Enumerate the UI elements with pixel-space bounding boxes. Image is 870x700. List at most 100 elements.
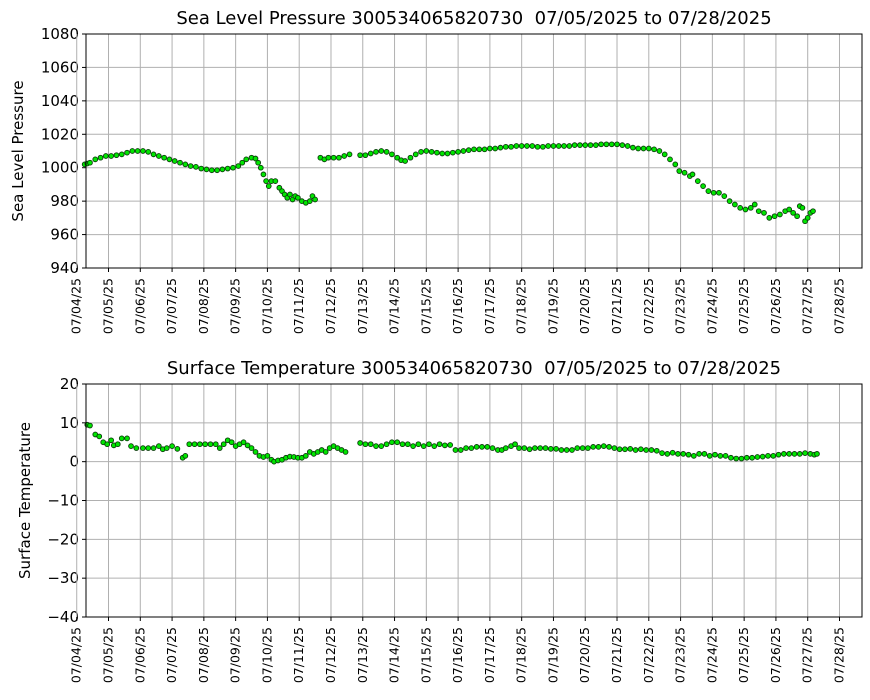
data-point (508, 143, 514, 150)
data-point (287, 191, 293, 198)
data-point (659, 450, 665, 456)
series-1 (84, 421, 820, 465)
data-point (407, 154, 414, 161)
data-point (239, 159, 246, 166)
data-point (781, 451, 787, 457)
data-point (635, 145, 642, 152)
x-tick-label: 07/21/25 (609, 627, 624, 683)
x-tick-label: 07/11/25 (291, 278, 306, 334)
x-tick-label: 07/07/25 (164, 627, 179, 683)
x-tick-label: 07/07/25 (164, 278, 179, 334)
x-tick-label: 07/26/25 (768, 627, 783, 683)
data-point (150, 151, 157, 158)
data-point (518, 143, 525, 149)
x-tick-label: 07/24/25 (704, 278, 719, 334)
data-point (203, 166, 210, 173)
data-point (672, 161, 679, 168)
data-point (791, 451, 798, 457)
data-point (118, 435, 125, 442)
x-tick-label: 07/28/25 (831, 278, 846, 334)
data-point (399, 441, 406, 448)
data-point (208, 167, 215, 174)
data-point (219, 166, 226, 173)
data-point (532, 445, 538, 451)
data-point (608, 141, 615, 148)
data-point (342, 449, 349, 455)
y-tick-label: 1000 (41, 159, 79, 177)
data-point (169, 443, 175, 449)
data-point (216, 445, 223, 451)
x-tick-label: 07/19/25 (545, 278, 560, 334)
data-point (198, 165, 205, 172)
data-point (193, 164, 199, 170)
y-tick-label: 20 (60, 375, 79, 393)
data-point (648, 447, 655, 453)
x-tick-label: 07/08/25 (196, 627, 211, 683)
x-tick-label: 07/23/25 (673, 627, 688, 683)
data-point (87, 422, 93, 429)
data-point (742, 206, 749, 213)
data-point (418, 148, 424, 155)
data-point (145, 445, 152, 451)
data-point (558, 447, 565, 453)
data-point (600, 443, 607, 449)
data-point (468, 445, 475, 451)
data-point (765, 452, 771, 459)
data-point (410, 443, 416, 449)
data-point (108, 153, 115, 159)
data-point (728, 454, 734, 461)
data-point (322, 449, 329, 455)
data-point (252, 449, 259, 455)
x-tick-label: 07/10/25 (259, 278, 274, 334)
x-tick-label: 07/18/25 (514, 627, 529, 683)
data-point (770, 452, 777, 459)
data-point (804, 215, 811, 221)
data-point (689, 171, 696, 178)
data-point (513, 143, 520, 149)
data-point (479, 444, 485, 450)
data-point (378, 148, 385, 154)
data-point (155, 153, 162, 159)
data-point (420, 443, 427, 449)
data-point (265, 183, 272, 189)
data-point (540, 143, 546, 150)
x-tick-label: 07/06/25 (132, 278, 147, 334)
data-point (295, 194, 301, 201)
x-tick-label: 07/13/25 (355, 627, 370, 683)
data-point (810, 208, 816, 215)
x-tick-label: 07/12/25 (323, 627, 338, 683)
data-point (186, 441, 193, 448)
data-point (124, 149, 130, 156)
data-point (632, 447, 639, 453)
data-point (786, 451, 793, 457)
data-point (777, 211, 783, 218)
data-point (582, 142, 589, 149)
data-point (449, 149, 456, 156)
data-point (362, 152, 369, 159)
x-tick-label: 07/18/25 (514, 278, 529, 334)
x-tick-label: 07/10/25 (259, 627, 274, 683)
x-tick-label: 07/24/25 (704, 627, 719, 683)
data-point (794, 213, 800, 220)
data-point (187, 163, 194, 169)
data-point (696, 451, 702, 457)
data-point (166, 156, 173, 163)
data-point (606, 444, 612, 450)
data-point (163, 445, 170, 451)
data-point (423, 148, 430, 154)
y-tick-label: −10 (47, 492, 79, 510)
data-point (207, 441, 214, 448)
data-point (383, 441, 390, 448)
data-point (545, 143, 552, 149)
data-point (802, 450, 808, 456)
chart-title: Surface Temperature 300534065820730 07/0… (167, 358, 781, 379)
data-point (378, 443, 385, 449)
data-point (700, 183, 706, 189)
data-point (637, 446, 644, 453)
data-point (521, 445, 528, 451)
data-point (113, 152, 120, 159)
x-tick-label: 07/27/25 (800, 627, 815, 683)
data-point (212, 441, 219, 448)
data-point (790, 209, 796, 216)
x-tick-label: 07/17/25 (482, 627, 497, 683)
